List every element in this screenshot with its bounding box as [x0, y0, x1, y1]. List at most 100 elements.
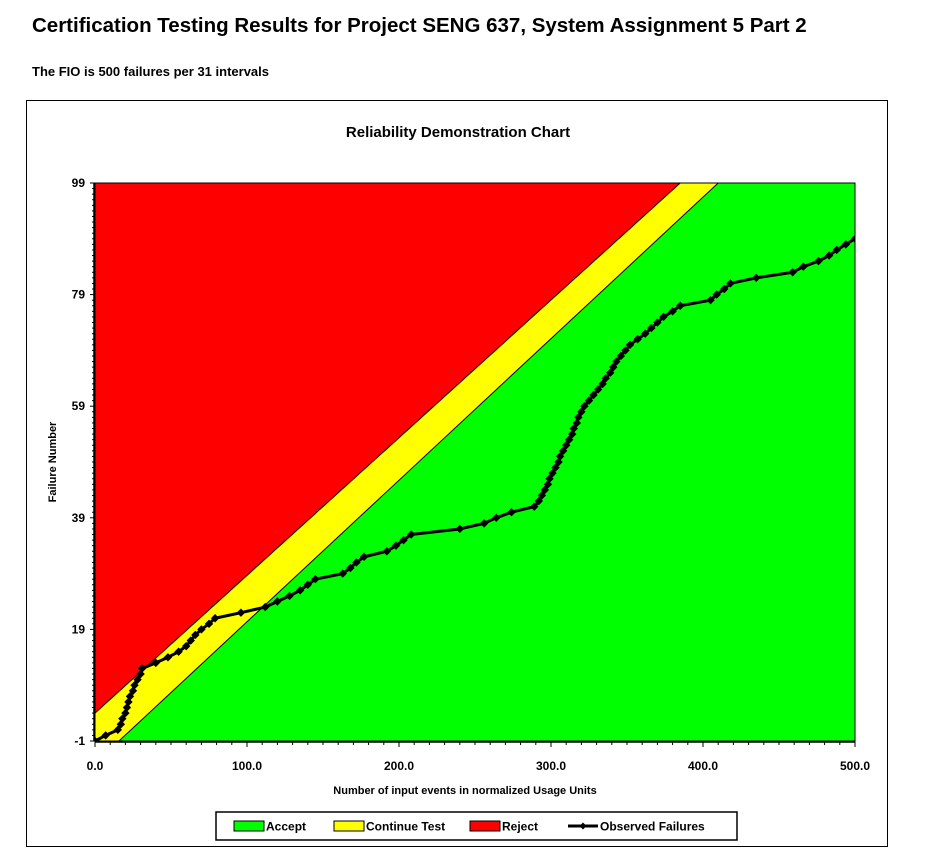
observed-failure-point [359, 552, 369, 562]
observed-failure-point [182, 641, 191, 651]
observed-failure-point [659, 312, 668, 322]
observed-failure-point [346, 563, 355, 573]
observed-failure-point [558, 446, 568, 456]
observed-failure-point [95, 736, 100, 741]
observed-failure-point [530, 502, 539, 511]
observed-failure-point [479, 519, 489, 528]
observed-failure-point [799, 262, 808, 271]
fio-subtitle: The FIO is 500 failures per 31 intervals [32, 64, 269, 79]
observed-failure-point [589, 390, 598, 400]
observed-failure-point [841, 240, 851, 249]
observed-failure-point [391, 541, 401, 550]
y-axis: -1 19 39 59 79 99 [72, 176, 95, 748]
observed-failure-point [101, 731, 110, 740]
x-axis-label: Number of input events in normalized Usa… [333, 785, 596, 797]
observed-failure-point [534, 496, 544, 506]
chart-title: Reliability Demonstration Chart [346, 124, 570, 141]
observed-failure-point [118, 714, 127, 723]
observed-failure-point [814, 256, 823, 266]
observed-failure-point [574, 413, 583, 422]
observed-failure-point [647, 323, 656, 333]
legend-swatch [469, 820, 501, 832]
observed-failure-point [752, 273, 761, 283]
observed-failure-point [399, 535, 408, 545]
legend-swatch [233, 820, 265, 832]
x-tick-label: 500.0 [840, 759, 870, 773]
observed-failure-point [554, 457, 563, 467]
legend-label: Accept [266, 820, 306, 834]
observed-failure-point [584, 396, 594, 405]
legend-label: Reject [502, 820, 538, 834]
observed-failure-point [311, 574, 320, 584]
observed-failure-point [151, 658, 160, 668]
observed-failure-point [653, 318, 662, 327]
observed-failure-point [191, 630, 200, 640]
observed-failure-point [612, 357, 621, 366]
legend-swatch [333, 820, 365, 832]
observed-failure-point [577, 407, 586, 416]
x-tick-label: 0.0 [87, 759, 104, 773]
observed-failure-point [706, 295, 715, 305]
observed-failure-point [832, 245, 841, 255]
observed-failure-point [569, 424, 578, 433]
observed-failure-point [406, 530, 416, 539]
y-tick-label: -1 [74, 734, 85, 748]
x-tick-label: 400.0 [688, 759, 718, 773]
y-tick-label: 39 [72, 511, 86, 525]
reject-boundary-line [95, 183, 681, 714]
observed-failure-point [204, 619, 214, 629]
observed-failure-point [562, 441, 571, 450]
observed-failure-point [609, 362, 618, 372]
observed-failure-point [492, 513, 501, 522]
y-tick-label: 99 [72, 176, 86, 190]
observed-failure-point [668, 307, 677, 316]
observed-failure-point [382, 547, 392, 556]
observed-failure-point [113, 725, 122, 735]
observed-failure-point [303, 580, 312, 589]
observed-failure-point [712, 290, 721, 299]
observed-failure-point [163, 653, 173, 662]
x-axis: 0.0 100.0 200.0 300.0 400.0 500.0 [87, 741, 870, 773]
observed-failure-point [455, 524, 464, 534]
observed-failure-point [128, 686, 138, 695]
observed-failure-point [124, 697, 133, 707]
observed-failure-point [593, 385, 603, 394]
observed-failure-point [565, 435, 574, 444]
observed-failure-point [788, 268, 797, 277]
observed-failure-point [352, 558, 361, 567]
y-tick-label: 19 [72, 622, 86, 636]
continue-test-region [95, 183, 719, 741]
observed-failure-point [122, 703, 132, 712]
y-axis-label: Failure Number [47, 421, 59, 502]
observed-failure-point [555, 452, 565, 461]
observed-failure-point [507, 508, 516, 517]
observed-failure-point [137, 664, 147, 673]
observed-failure-point [545, 474, 554, 483]
observed-failure-point [210, 614, 220, 623]
plot-area [95, 183, 855, 741]
observed-failure-point [261, 602, 270, 612]
observed-failure-point [548, 468, 557, 478]
chart-legend: Accept Continue Test Reject Observed Failur… [215, 811, 738, 841]
observed-failure-point [540, 485, 550, 495]
observed-failure-point [236, 608, 246, 617]
observed-failure-markers [95, 234, 855, 741]
observed-failure-point [850, 234, 855, 243]
x-tick-label: 100.0 [232, 759, 262, 773]
observed-failure-point [641, 329, 650, 338]
observed-failure-point [824, 251, 834, 260]
observed-failure-point [551, 463, 560, 472]
legend-box [215, 811, 738, 841]
legend-label: Continue Test [366, 820, 445, 834]
observed-failure-point [616, 351, 626, 361]
observed-failure-point [606, 368, 615, 377]
legend-label: Observed Failures [600, 820, 705, 834]
observed-failure-point [633, 335, 642, 344]
observed-failure-point [580, 402, 589, 411]
page-title: Certification Testing Results for Projec… [32, 14, 807, 37]
observed-failure-point [720, 284, 729, 294]
observed-failure-point [625, 340, 635, 350]
legend-marker [579, 822, 587, 830]
observed-failure-point [621, 346, 630, 355]
